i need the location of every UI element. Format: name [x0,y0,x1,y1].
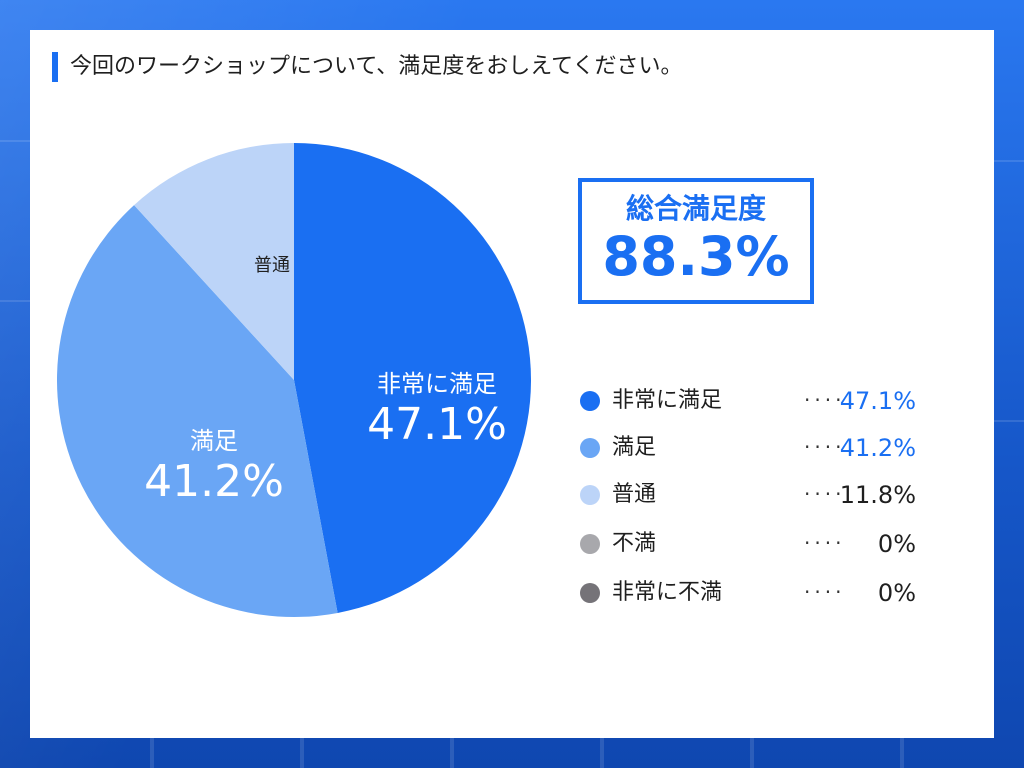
pie-slice-0 [294,143,531,613]
legend-value: 0% [877,530,916,558]
pie-slice-2 [134,143,294,380]
background-stripe [0,140,30,142]
legend-label: 満足 [612,435,657,460]
pie-chart [57,143,531,618]
pie-label-very-satisfied: 非常に満足 47.1% [367,369,507,451]
legend-item: 満足 ···· 41.2% [576,433,916,463]
pie-label-satisfied: 満足 41.2% [144,426,284,508]
background-stripe [750,738,754,768]
pie-label-neutral: 普通 [254,251,290,281]
background-stripe [994,160,1024,162]
pie-label-name: 非常に満足 [377,370,497,398]
legend-leader-dots: ···· [804,580,846,604]
legend-color-dot-icon [580,583,600,603]
pie-slice-1 [57,205,338,618]
overall-satisfaction-title: 総合満足度 [625,192,766,225]
question-accent-bar [52,52,58,82]
pie-label-percent: 41.2% [144,456,284,507]
legend-color-dot-icon [580,438,600,458]
overall-satisfaction-value: 88.3% [602,225,790,288]
overall-satisfaction-box: 総合満足度 88.3% [578,178,814,304]
background-stripe [994,420,1024,422]
legend-item: 非常に満足 ···· 47.1% [576,386,916,416]
legend-value: 0% [877,579,916,607]
background-stripe [0,300,30,302]
background-stripe [600,738,604,768]
legend-item: 非常に不満 ···· 0% [576,578,916,608]
legend-label: 非常に満足 [612,388,723,413]
pie-label-percent: 47.1% [367,399,507,450]
background-stripe [900,738,904,768]
legend-item: 普通 ···· 11.8% [576,480,916,510]
legend-color-dot-icon [580,534,600,554]
legend-value: 47.1% [839,387,916,415]
legend-label: 非常に不満 [612,580,723,605]
legend-label: 不満 [612,531,657,556]
legend-color-dot-icon [580,485,600,505]
legend-leader-dots: ···· [804,482,846,506]
legend-leader-dots: ···· [804,435,846,459]
legend-color-dot-icon [580,391,600,411]
legend-leader-dots: ···· [804,531,846,555]
legend-item: 不満 ···· 0% [576,529,916,559]
legend-leader-dots: ···· [804,388,846,412]
legend-label: 普通 [612,482,657,507]
background-stripe [450,738,454,768]
background-stripe [150,738,154,768]
pie-label-name: 満足 [190,427,238,455]
question-title: 今回のワークショップについて、満足度をおしえてください。 [70,54,683,79]
legend-value: 11.8% [839,481,916,509]
pie-label-name: 普通 [254,255,290,276]
background-stripe [300,738,304,768]
legend-value: 41.2% [839,434,916,462]
